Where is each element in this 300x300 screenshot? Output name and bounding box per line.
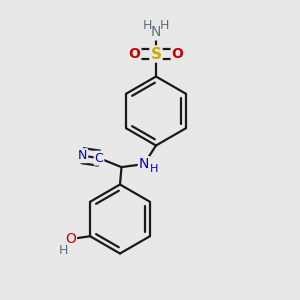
Text: N: N: [78, 149, 87, 162]
Text: N: N: [139, 157, 149, 171]
Text: H: H: [143, 19, 152, 32]
Text: N: N: [151, 26, 161, 39]
Text: S: S: [151, 46, 161, 62]
Text: H: H: [150, 164, 159, 175]
Text: C: C: [94, 152, 103, 165]
Text: O: O: [128, 47, 140, 61]
Text: O: O: [172, 47, 184, 61]
Text: O: O: [65, 232, 76, 246]
Text: H: H: [59, 244, 68, 257]
Text: H: H: [160, 19, 169, 32]
